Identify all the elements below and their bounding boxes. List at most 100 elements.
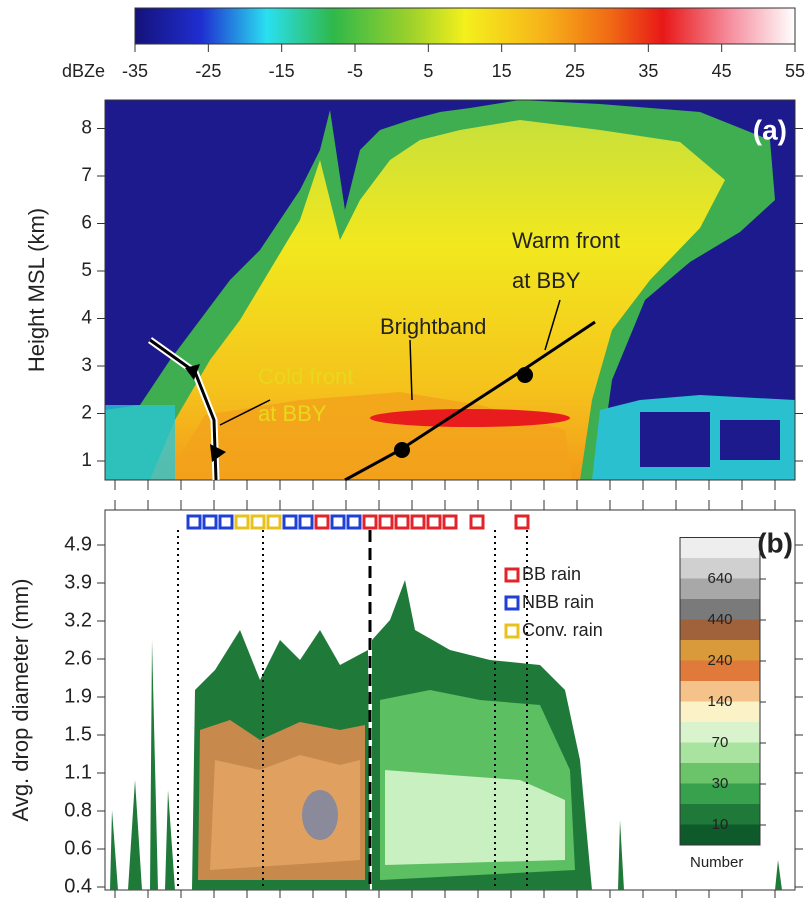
class-square	[394, 514, 410, 530]
colorbar	[134, 7, 796, 45]
legend-label: Conv. rain	[522, 620, 603, 640]
colorbar-label: Number	[690, 854, 743, 871]
class-square	[330, 514, 346, 530]
warm-front	[344, 320, 596, 482]
colorbar-tick-label: 440	[707, 611, 732, 628]
colorbar-tick-label: 70	[712, 734, 729, 751]
y-tick-label: 1.9	[64, 685, 92, 707]
class-square	[378, 514, 394, 530]
class-square	[234, 514, 250, 530]
colorbar-tick-label: 25	[565, 61, 585, 81]
class-square	[218, 514, 234, 530]
panel-label: (a)	[753, 114, 787, 145]
dsd-region	[385, 770, 565, 865]
colorbar-tick-label: 15	[492, 61, 512, 81]
colorbar-tick-label: 30	[712, 775, 729, 792]
class-square	[514, 514, 530, 530]
y-tick-label: 3.9	[64, 571, 92, 593]
colorbar-cell	[680, 701, 760, 722]
colorbar-cell	[680, 599, 760, 620]
colorbar-tick-label: 35	[638, 61, 658, 81]
brightband-echo	[370, 409, 570, 427]
colorbar-tick-label: 55	[785, 61, 805, 81]
front-dot	[517, 367, 533, 383]
period-lines	[177, 530, 528, 890]
colorbar-label: dBZe	[62, 61, 105, 81]
echo-core	[150, 120, 725, 480]
colorbar-tick-label: -15	[269, 61, 295, 81]
arrow	[544, 299, 561, 351]
colorbar-tick-label: 640	[707, 570, 732, 587]
y-tick-label: 1	[81, 450, 92, 471]
class-square	[426, 514, 442, 530]
class-square	[266, 514, 282, 530]
arrow	[409, 339, 413, 401]
colorbar-cell	[680, 578, 760, 599]
shallow-echo	[105, 405, 175, 480]
colorbar-tick-label: 240	[707, 652, 732, 669]
annotation: at BBY	[512, 268, 581, 293]
dsd-region	[210, 755, 360, 870]
panel-label: (b)	[757, 527, 793, 558]
arrow	[219, 399, 271, 426]
colorbar-cell	[680, 558, 760, 579]
colorbar-tick-label: 140	[707, 693, 732, 710]
y-tick-label: 8	[81, 118, 92, 139]
legend-swatch	[504, 567, 520, 583]
colorbar-cell	[680, 681, 760, 702]
colorbar-tick-label: 5	[423, 61, 433, 81]
y-tick-label: 1.5	[64, 723, 92, 745]
class-square	[298, 514, 314, 530]
y-tick-label: 4	[81, 308, 92, 329]
y-tick-label: 6	[81, 213, 92, 234]
class-square	[410, 514, 426, 530]
colorbar-cell	[680, 763, 760, 784]
annotation: at BBY	[258, 401, 327, 426]
y-axis-label: Avg. drop diameter (mm)	[8, 579, 33, 822]
class-square	[250, 514, 266, 530]
colorbar-tick-label: 10	[712, 816, 729, 833]
class-square	[314, 514, 330, 530]
y-tick-label: 3	[81, 355, 92, 376]
y-tick-label: 3.2	[64, 609, 92, 631]
y-tick-label: 0.8	[64, 799, 92, 821]
front-dot	[394, 442, 410, 458]
y-tick-label: 2.6	[64, 647, 92, 669]
class-square	[202, 514, 218, 530]
colorbar-frame	[679, 537, 761, 846]
colorbar-tick-label: -25	[195, 61, 221, 81]
colorbar-cell	[680, 824, 760, 845]
class-square	[346, 514, 362, 530]
plot-frame	[104, 99, 796, 481]
class-square	[442, 514, 458, 530]
colorbar-cell	[680, 537, 760, 558]
y-tick-label: 4.9	[64, 533, 92, 555]
legend-label: NBB rain	[522, 592, 594, 612]
gap	[720, 420, 780, 460]
y-tick-label: 0.4	[64, 875, 92, 897]
y-tick-label: 0.6	[64, 837, 92, 859]
class-square	[282, 514, 298, 530]
legend-swatch	[504, 623, 520, 639]
y-axis-label: Height MSL (km)	[24, 208, 49, 372]
class-square	[469, 514, 485, 530]
class-square	[362, 514, 378, 530]
colorbar-cell	[680, 660, 760, 681]
y-tick-label: 5	[81, 260, 92, 281]
colorbar-cell	[680, 640, 760, 661]
legend-swatch	[504, 595, 520, 611]
legend-label: BB rain	[522, 564, 581, 584]
colorbar-cell	[680, 804, 760, 825]
colorbar-tick-label: 45	[712, 61, 732, 81]
dsd-peak	[302, 790, 338, 840]
colorbar-tick-label: -5	[347, 61, 363, 81]
gap	[640, 412, 710, 467]
colorbar-cell	[680, 783, 760, 804]
class-square	[186, 514, 202, 530]
front-triangle	[210, 444, 226, 462]
colorbar-cell	[680, 619, 760, 640]
annotation: Warm front	[512, 228, 620, 253]
annotation: Cold front	[258, 364, 353, 389]
y-tick-label: 1.1	[64, 761, 92, 783]
y-tick-label: 2	[81, 403, 92, 424]
